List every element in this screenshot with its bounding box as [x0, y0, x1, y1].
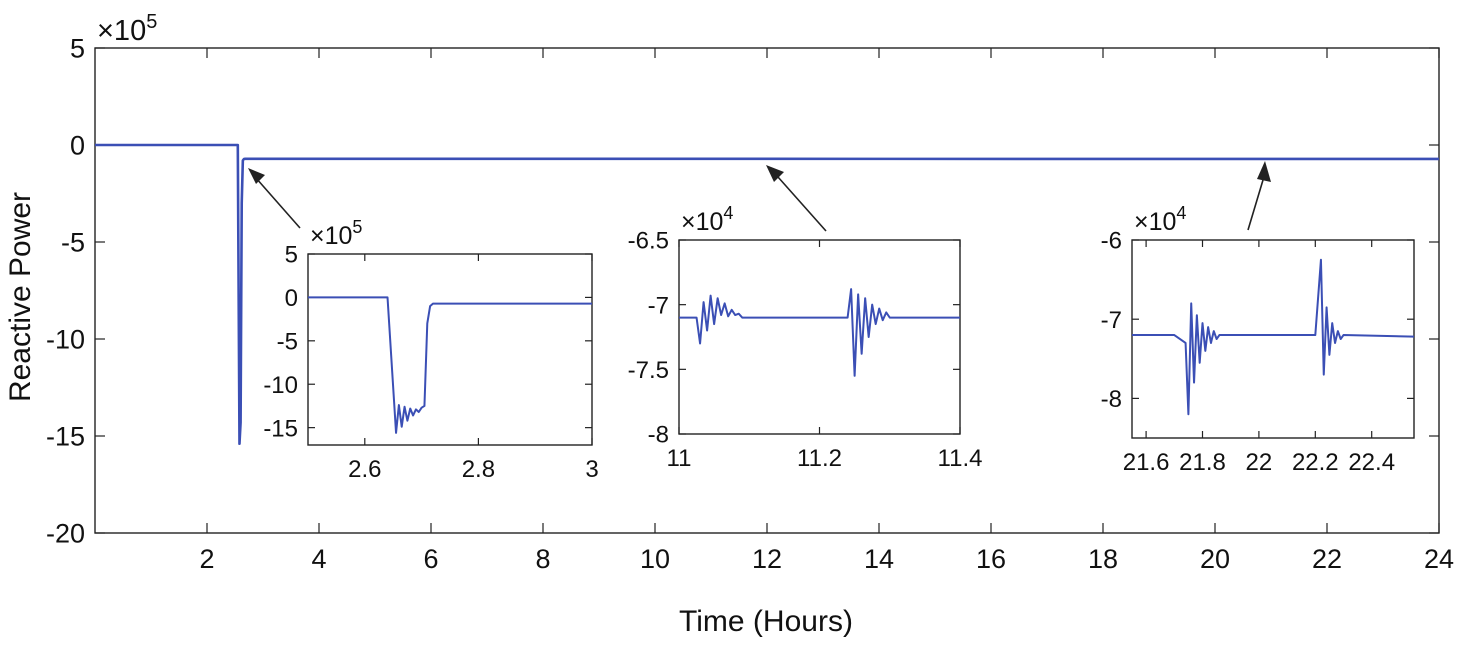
inset-1-y-tick-label-4: -15 — [263, 415, 298, 442]
inset-2-frame — [678, 239, 961, 435]
arrow-head-1 — [248, 168, 265, 184]
main-x-tick-label-7: 16 — [976, 544, 1006, 574]
main-y-tick-label-3: -10 — [46, 325, 85, 355]
inset-3-x-tick-label-0: 21.6 — [1123, 449, 1170, 476]
inset-3-exponent-label: ×104 — [1134, 203, 1186, 236]
main-x-tick-label-11: 24 — [1424, 544, 1454, 574]
inset-2-y-tick-label-3: -8 — [648, 422, 669, 449]
inset-1-series-line — [308, 296, 592, 434]
main-x-tick-label-4: 10 — [640, 544, 670, 574]
inset-3-x-tick-label-4: 22.4 — [1348, 449, 1395, 476]
inset-2-x-tick-label-1: 11.2 — [797, 445, 842, 472]
inset-1-x-tick-label-1: 2.8 — [462, 456, 495, 483]
inset-1-x-tick-label-0: 2.6 — [348, 456, 381, 483]
inset-2-x-tick-label-0: 11 — [667, 445, 692, 472]
arrow-annotations — [248, 161, 1271, 232]
inset-plot-2: 11 11.2 11.4 -6.5 -7 -7.5 -8 ×104 — [628, 203, 983, 472]
main-exponent-label: ×105 — [97, 11, 157, 47]
inset-plot-1: 2.6 2.8 3 5 0 -5 -10 -15 ×105 — [263, 217, 598, 483]
inset-1-y-tick-label-2: -5 — [277, 328, 298, 355]
main-x-tick-label-9: 20 — [1200, 544, 1230, 574]
main-y-tick-label-1: 0 — [70, 131, 85, 161]
inset-2-x-tick-label-2: 11.4 — [938, 445, 983, 472]
inset-2-series-line — [679, 288, 960, 377]
arrow-head-2 — [766, 165, 784, 182]
inset-3-y-tick-label-0: -6 — [1101, 228, 1122, 255]
main-x-tick-label-6: 14 — [864, 544, 894, 574]
inset-1-x-tick-label-2: 3 — [585, 456, 598, 483]
arrow-inset-1 — [255, 177, 301, 229]
inset-1-exponent-label: ×105 — [310, 217, 362, 250]
main-x-tick-label-10: 22 — [1312, 544, 1342, 574]
inset-2-exponent-label: ×104 — [681, 203, 733, 236]
main-x-tick-label-1: 4 — [311, 544, 326, 574]
main-x-tick-label-3: 8 — [535, 544, 550, 574]
inset-plot-3: 21.6 21.8 22 22.2 22.4 -6 -7 -8 ×104 — [1101, 203, 1415, 476]
main-y-tick-label-5: -20 — [46, 519, 85, 549]
main-y-tick-label-2: -5 — [61, 228, 85, 258]
inset-3-x-tick-label-3: 22.2 — [1292, 449, 1339, 476]
main-y-tick-label-4: -15 — [46, 422, 85, 452]
inset-1-y-tick-label-1: 0 — [285, 285, 298, 312]
main-y-tick-label-0: 5 — [70, 34, 85, 64]
main-series-line-0 — [95, 143, 1440, 446]
inset-2-y-tick-label-0: -6.5 — [628, 228, 669, 255]
inset-3-y-tick-label-2: -8 — [1101, 386, 1122, 413]
inset-2-y-tick-label-2: -7.5 — [628, 357, 669, 384]
inset-3-frame — [1131, 239, 1415, 439]
main-x-tick-label-5: 12 — [752, 544, 782, 574]
inset-2-y-tick-label-1: -7 — [648, 292, 669, 319]
y-axis-title: Reactive Power — [4, 192, 37, 402]
inset-3-x-tick-label-2: 22 — [1246, 449, 1273, 476]
arrow-head-3 — [1257, 161, 1271, 182]
inset-1-y-tick-label-3: -10 — [263, 372, 298, 399]
inset-3-y-tick-label-1: -7 — [1101, 307, 1122, 334]
arrow-inset-2 — [777, 176, 827, 232]
inset-3-x-tick-label-1: 21.8 — [1179, 449, 1226, 476]
arrow-inset-3 — [1247, 179, 1264, 231]
inset-1-frame — [307, 253, 593, 446]
main-x-tick-label-2: 6 — [423, 544, 438, 574]
main-x-tick-label-0: 2 — [199, 544, 214, 574]
x-axis-title: Time (Hours) — [679, 605, 853, 638]
inset-1-y-tick-label-0: 5 — [285, 242, 298, 269]
main-x-tick-label-8: 18 — [1088, 544, 1118, 574]
main-series-group — [95, 143, 1440, 446]
inset-3-series-line — [1132, 258, 1415, 416]
